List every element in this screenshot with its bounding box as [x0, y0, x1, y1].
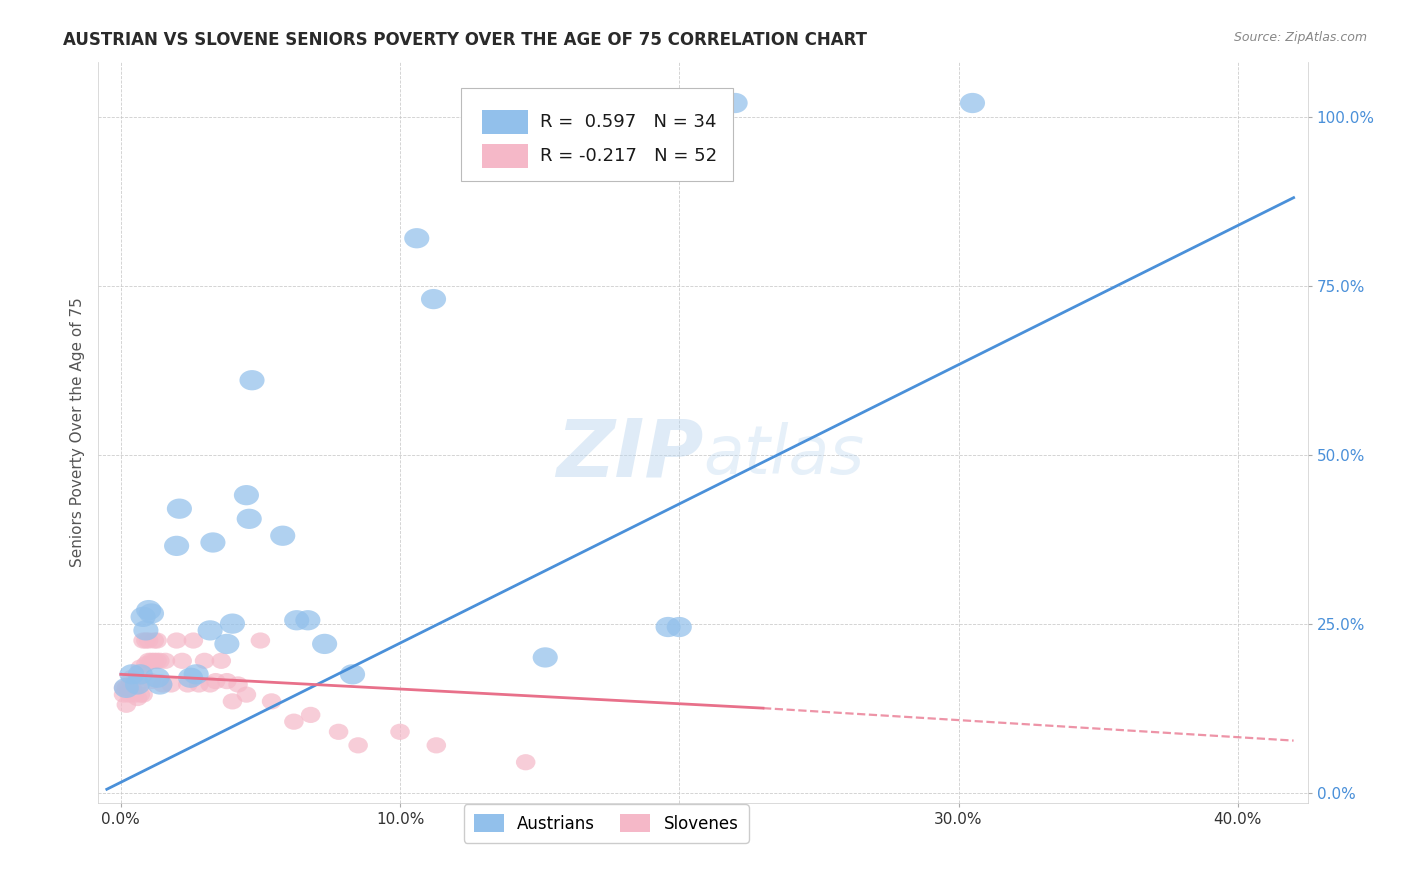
Ellipse shape: [228, 676, 247, 692]
Y-axis label: Seniors Poverty Over the Age of 75: Seniors Poverty Over the Age of 75: [69, 298, 84, 567]
Ellipse shape: [173, 653, 193, 669]
Ellipse shape: [136, 632, 156, 648]
Ellipse shape: [145, 667, 170, 688]
Ellipse shape: [139, 632, 159, 648]
Ellipse shape: [516, 754, 536, 771]
Ellipse shape: [312, 634, 337, 654]
Ellipse shape: [120, 665, 145, 684]
Ellipse shape: [270, 525, 295, 546]
Ellipse shape: [239, 370, 264, 391]
Ellipse shape: [139, 603, 165, 624]
Ellipse shape: [198, 620, 222, 640]
Ellipse shape: [148, 653, 167, 669]
Ellipse shape: [128, 665, 153, 684]
Text: AUSTRIAN VS SLOVENE SENIORS POVERTY OVER THE AGE OF 75 CORRELATION CHART: AUSTRIAN VS SLOVENE SENIORS POVERTY OVER…: [63, 31, 868, 49]
Ellipse shape: [167, 632, 187, 648]
Ellipse shape: [117, 680, 136, 696]
Ellipse shape: [167, 499, 193, 519]
Ellipse shape: [120, 687, 139, 703]
Ellipse shape: [145, 653, 165, 669]
Ellipse shape: [340, 665, 366, 684]
Ellipse shape: [125, 674, 150, 695]
Ellipse shape: [236, 508, 262, 529]
Ellipse shape: [162, 676, 181, 692]
Ellipse shape: [262, 693, 281, 709]
Ellipse shape: [134, 687, 153, 703]
Text: Source: ZipAtlas.com: Source: ZipAtlas.com: [1233, 31, 1367, 45]
Ellipse shape: [136, 657, 156, 673]
Ellipse shape: [153, 676, 173, 692]
Ellipse shape: [139, 653, 159, 669]
Ellipse shape: [295, 610, 321, 631]
Ellipse shape: [960, 93, 986, 113]
Ellipse shape: [122, 670, 142, 686]
Text: R = -0.217   N = 52: R = -0.217 N = 52: [540, 147, 717, 165]
Ellipse shape: [217, 673, 236, 690]
Text: ZIP: ZIP: [555, 416, 703, 494]
Ellipse shape: [125, 687, 145, 703]
Ellipse shape: [233, 485, 259, 505]
Ellipse shape: [391, 723, 409, 740]
Ellipse shape: [150, 653, 170, 669]
Ellipse shape: [655, 617, 681, 637]
Ellipse shape: [122, 680, 142, 696]
Ellipse shape: [426, 737, 446, 754]
Ellipse shape: [222, 693, 242, 709]
Ellipse shape: [533, 648, 558, 667]
Legend: Austrians, Slovenes: Austrians, Slovenes: [464, 805, 748, 843]
Ellipse shape: [329, 723, 349, 740]
FancyBboxPatch shape: [461, 88, 734, 181]
Ellipse shape: [134, 620, 159, 640]
Ellipse shape: [156, 653, 176, 669]
Ellipse shape: [125, 673, 145, 690]
Ellipse shape: [284, 714, 304, 730]
Ellipse shape: [179, 667, 202, 688]
Ellipse shape: [250, 632, 270, 648]
Ellipse shape: [404, 228, 429, 248]
Ellipse shape: [134, 632, 153, 648]
Ellipse shape: [165, 536, 190, 556]
Ellipse shape: [142, 653, 162, 669]
FancyBboxPatch shape: [482, 145, 527, 168]
Ellipse shape: [477, 93, 502, 113]
FancyBboxPatch shape: [482, 110, 527, 134]
Ellipse shape: [136, 600, 162, 620]
Ellipse shape: [114, 680, 134, 696]
Ellipse shape: [211, 653, 231, 669]
Ellipse shape: [128, 690, 148, 706]
Ellipse shape: [205, 673, 225, 690]
Ellipse shape: [179, 676, 198, 692]
Ellipse shape: [184, 665, 208, 684]
Ellipse shape: [236, 687, 256, 703]
Ellipse shape: [148, 632, 167, 648]
Ellipse shape: [214, 634, 239, 654]
Ellipse shape: [666, 617, 692, 637]
Ellipse shape: [131, 687, 150, 703]
Ellipse shape: [120, 680, 139, 696]
Ellipse shape: [184, 632, 202, 648]
Ellipse shape: [195, 653, 214, 669]
Ellipse shape: [190, 676, 208, 692]
Ellipse shape: [145, 632, 165, 648]
Ellipse shape: [114, 678, 139, 698]
Ellipse shape: [142, 673, 162, 690]
Ellipse shape: [200, 676, 219, 692]
Ellipse shape: [200, 533, 225, 553]
Ellipse shape: [148, 674, 173, 695]
Ellipse shape: [723, 93, 748, 113]
Ellipse shape: [284, 610, 309, 631]
Ellipse shape: [117, 697, 136, 713]
Ellipse shape: [219, 614, 245, 634]
Ellipse shape: [301, 706, 321, 723]
Ellipse shape: [114, 687, 134, 703]
Text: R =  0.597   N = 34: R = 0.597 N = 34: [540, 113, 716, 131]
Ellipse shape: [420, 289, 446, 310]
Ellipse shape: [131, 659, 150, 675]
Ellipse shape: [349, 737, 368, 754]
Ellipse shape: [128, 676, 148, 692]
Ellipse shape: [131, 607, 156, 627]
Text: atlas: atlas: [703, 422, 865, 488]
